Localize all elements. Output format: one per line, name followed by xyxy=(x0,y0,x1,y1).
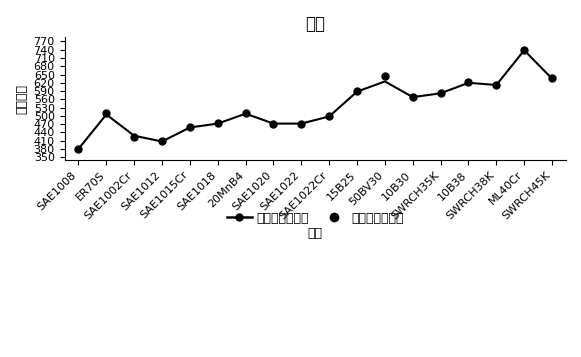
Point xyxy=(74,146,83,152)
Point xyxy=(353,88,362,94)
Point xyxy=(408,94,417,100)
Point xyxy=(464,79,473,85)
Point xyxy=(381,73,390,79)
Point xyxy=(213,120,223,126)
Title: 低碳: 低碳 xyxy=(305,15,325,33)
X-axis label: 钢种: 钢种 xyxy=(308,227,323,240)
Point xyxy=(519,47,529,53)
Legend: 回归曲线计算值, 抗拉强度平均值: 回归曲线计算值, 抗拉强度平均值 xyxy=(221,207,409,230)
Point xyxy=(241,110,250,116)
Point xyxy=(102,110,111,116)
Point xyxy=(297,121,306,126)
Point xyxy=(325,113,334,119)
Point xyxy=(269,121,278,126)
Point xyxy=(436,90,445,96)
Point xyxy=(547,76,557,81)
Point xyxy=(157,139,167,144)
Point xyxy=(130,134,139,139)
Y-axis label: 抗拉强度: 抗拉强度 xyxy=(15,84,28,114)
Point xyxy=(492,82,501,88)
Point xyxy=(185,124,195,130)
